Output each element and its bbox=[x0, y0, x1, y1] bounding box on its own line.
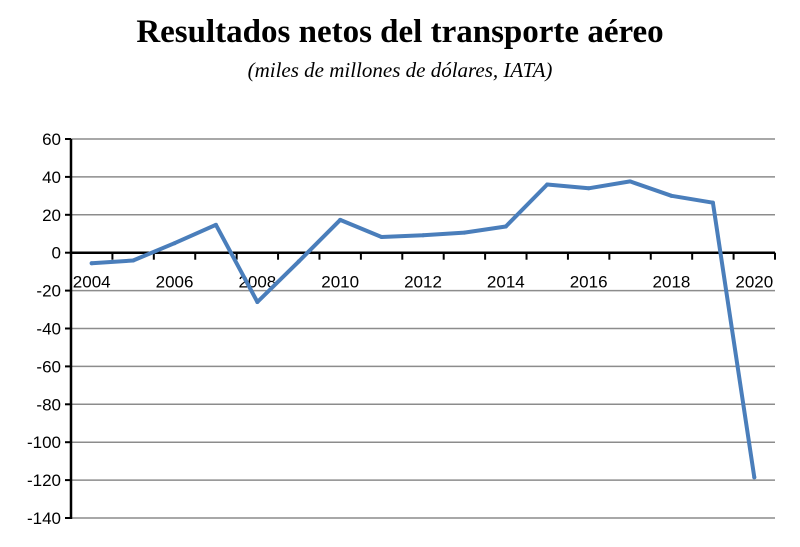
x-tick-label: 2010 bbox=[321, 273, 359, 292]
x-tick-label: 2020 bbox=[735, 273, 773, 292]
y-tick-label: 40 bbox=[42, 168, 61, 187]
data-point bbox=[89, 261, 94, 266]
data-point bbox=[296, 259, 301, 264]
x-tick-label: 2004 bbox=[73, 273, 111, 292]
x-axis: 2004 2006 2008 2010 2012 2014 2016 2018 2020 bbox=[71, 251, 776, 292]
chart-subtitle: (miles de millones de dólares, IATA) bbox=[247, 58, 553, 82]
data-point bbox=[545, 182, 550, 187]
data-point bbox=[710, 200, 715, 205]
series-layer bbox=[89, 179, 757, 480]
y-axis: 60 40 20 0 -20 -40 -60 -80 -100 -120 -140 bbox=[27, 130, 73, 528]
data-point bbox=[255, 299, 260, 304]
y-tick-label: -40 bbox=[36, 320, 61, 339]
data-point bbox=[462, 230, 467, 235]
data-point bbox=[131, 258, 136, 263]
data-point bbox=[421, 233, 425, 238]
x-tick-label: 2006 bbox=[156, 273, 194, 292]
y-tick-label: 0 bbox=[52, 244, 61, 263]
series-line bbox=[89, 179, 757, 480]
x-tick-label: 2012 bbox=[404, 273, 442, 292]
y-tick-label: -80 bbox=[36, 395, 61, 414]
data-point bbox=[213, 222, 218, 227]
x-tick-label: 2016 bbox=[570, 273, 608, 292]
data-point bbox=[586, 186, 591, 191]
data-point bbox=[172, 241, 177, 246]
y-tick-label: -60 bbox=[36, 357, 61, 376]
y-tick-label: -20 bbox=[36, 282, 61, 301]
data-point bbox=[669, 193, 674, 198]
data-point bbox=[379, 234, 384, 239]
x-tick-label: 2018 bbox=[653, 273, 691, 292]
gridlines bbox=[71, 138, 775, 519]
x-tick-label: 2014 bbox=[487, 273, 525, 292]
y-tick-label: -100 bbox=[27, 433, 61, 452]
y-tick-label: 60 bbox=[42, 130, 61, 149]
y-tick-label: -120 bbox=[27, 471, 61, 490]
chart-title: Resultados netos del transporte aéreo bbox=[136, 14, 664, 50]
data-point bbox=[503, 224, 508, 229]
data-point bbox=[628, 179, 633, 184]
y-tick-label: 20 bbox=[42, 206, 61, 225]
data-point bbox=[338, 217, 343, 222]
y-tick-label: -140 bbox=[27, 509, 61, 528]
data-point bbox=[752, 475, 757, 480]
